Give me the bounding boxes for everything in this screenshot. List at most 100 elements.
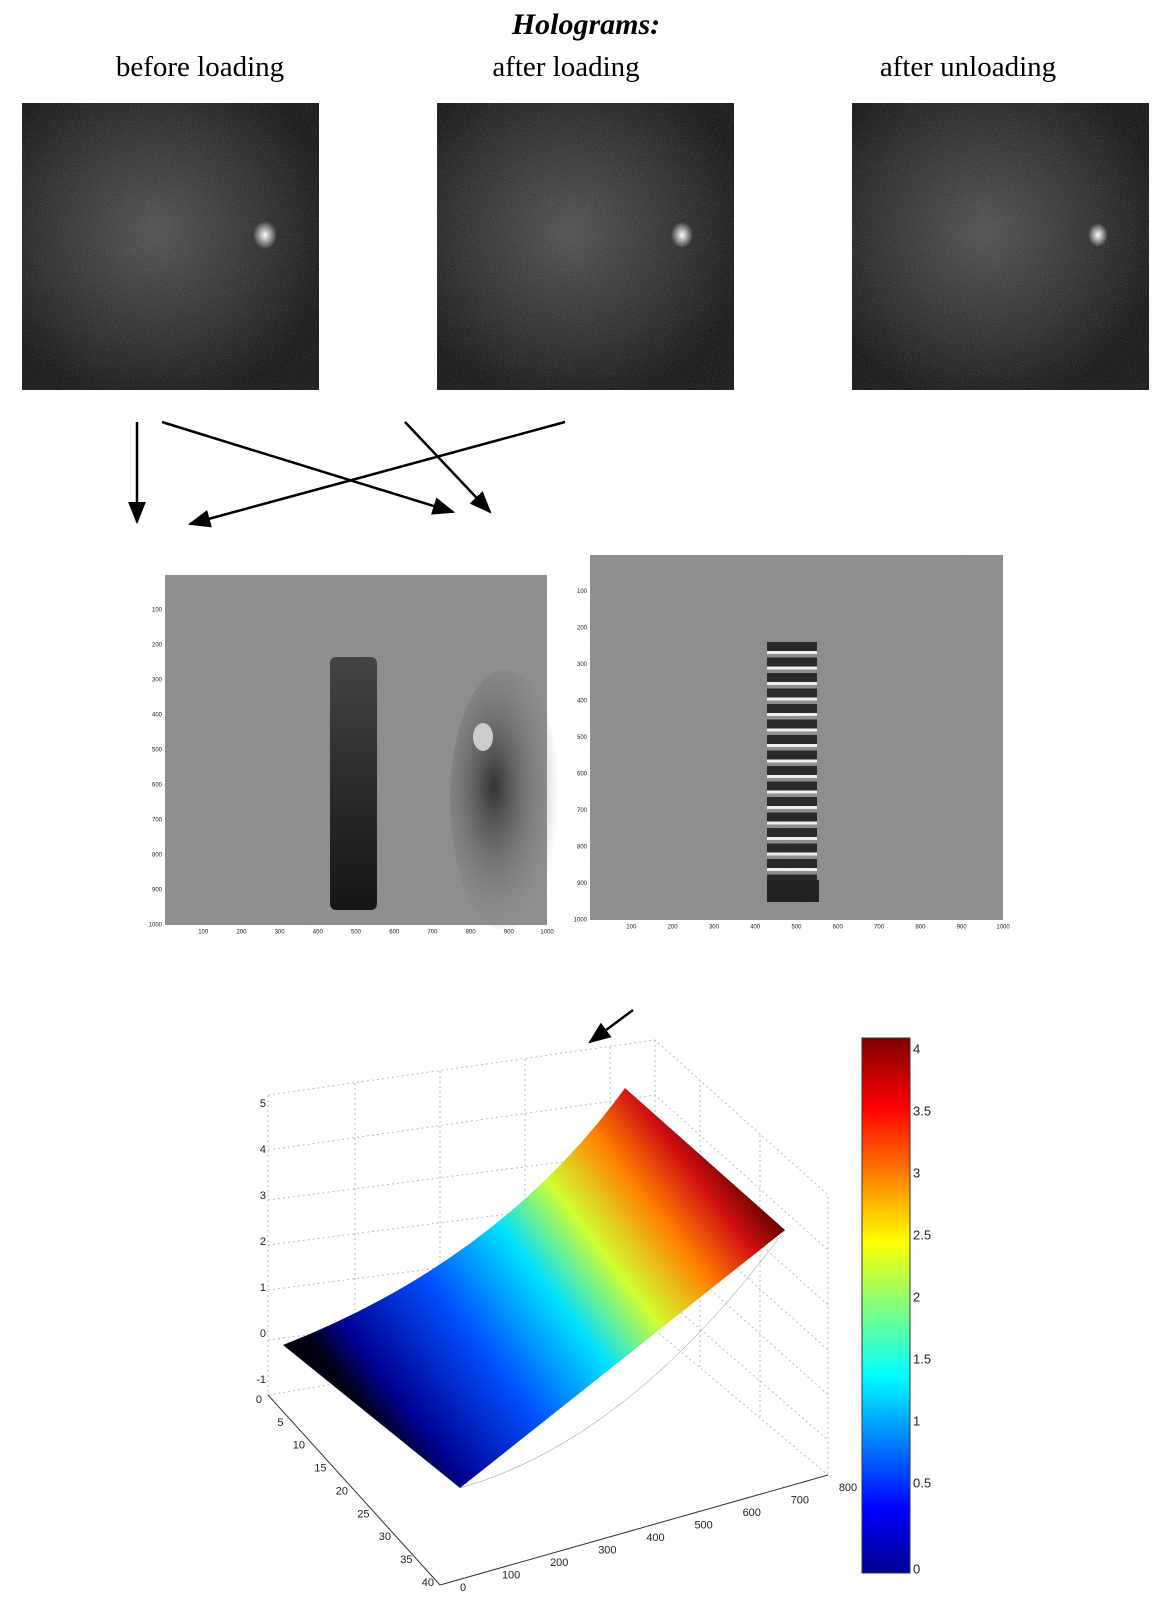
fringe xyxy=(767,713,817,716)
y-tick-label: 800 xyxy=(577,845,588,851)
colorbar-tick-label: 0.5 xyxy=(913,1475,931,1490)
fringe xyxy=(767,698,817,701)
x-tick-label: 900 xyxy=(957,925,968,931)
x-tick-label: 500 xyxy=(791,925,802,931)
x-tick-label: 200 xyxy=(668,925,679,931)
colorbar-tick-label: 3 xyxy=(913,1165,920,1180)
fringe xyxy=(767,822,817,825)
x-tick-label: 500 xyxy=(351,930,362,936)
hologram-label: after unloading xyxy=(880,51,1056,83)
fringe xyxy=(767,880,819,902)
fringe xyxy=(767,868,817,871)
y-tick-label: 15 xyxy=(314,1463,326,1475)
x-tick-label: 400 xyxy=(750,925,761,931)
y-tick-label: 5 xyxy=(277,1417,283,1429)
y-tick-label: 10 xyxy=(293,1440,305,1452)
colorbar-tick-label: 2 xyxy=(913,1289,920,1304)
fringe xyxy=(767,853,817,856)
fringe xyxy=(767,658,817,667)
y-tick-label: 40 xyxy=(422,1577,434,1589)
x-tick-label: 300 xyxy=(275,930,286,936)
x-tick-label: 500 xyxy=(694,1519,712,1531)
fringe xyxy=(767,837,817,840)
y-tick-label: 200 xyxy=(152,643,163,649)
fringe xyxy=(767,744,817,747)
y-tick-label: 600 xyxy=(152,783,163,789)
y-tick-label: 100 xyxy=(152,608,163,614)
y-tick-label: 900 xyxy=(152,888,163,894)
fringe xyxy=(767,791,817,794)
phase-map-2 xyxy=(590,555,1003,920)
colorbar-tick-label: 2.5 xyxy=(913,1227,931,1242)
x-tick-label: 800 xyxy=(466,930,477,936)
x-tick-label: 700 xyxy=(791,1494,809,1506)
title: Holograms: xyxy=(511,8,660,41)
y-tick-label: 20 xyxy=(336,1485,348,1497)
z-tick-label: 1 xyxy=(260,1282,266,1294)
y-tick-label: 300 xyxy=(577,662,588,668)
x-tick-label: 300 xyxy=(709,925,720,931)
z-tick-label: -1 xyxy=(256,1374,266,1386)
x-tick-label: 400 xyxy=(313,930,324,936)
y-tick-label: 800 xyxy=(152,853,163,859)
fringe xyxy=(767,751,817,760)
fringe xyxy=(767,828,817,837)
x-tick-label: 100 xyxy=(198,930,209,936)
x-tick-label: 1000 xyxy=(996,925,1010,931)
fringe xyxy=(767,859,817,868)
y-tick-label: 500 xyxy=(152,748,163,754)
x-tick-label: 100 xyxy=(626,925,637,931)
z-tick-label: 0 xyxy=(260,1328,266,1340)
y-tick-label: 0 xyxy=(256,1394,262,1406)
y-tick-label: 400 xyxy=(577,699,588,705)
fringe xyxy=(767,806,817,809)
x-tick-label: 100 xyxy=(502,1569,520,1581)
x-tick-label: 600 xyxy=(833,925,844,931)
y-tick-label: 200 xyxy=(577,626,588,632)
phase-map-1 xyxy=(165,575,560,930)
fringe xyxy=(767,704,817,713)
fringe xyxy=(767,775,817,778)
fringe xyxy=(767,782,817,791)
fringe xyxy=(767,813,817,822)
colorbar-tick-label: 1.5 xyxy=(913,1351,931,1366)
colorbar-tick-label: 1 xyxy=(913,1413,920,1428)
y-tick-label: 30 xyxy=(379,1531,391,1543)
hologram-label: before loading xyxy=(116,51,284,83)
x-tick-label: 200 xyxy=(550,1557,568,1569)
fringe xyxy=(767,673,817,682)
fringe xyxy=(767,720,817,729)
x-tick-label: 900 xyxy=(504,930,515,936)
fringe xyxy=(767,797,817,806)
x-tick-label: 1000 xyxy=(540,930,554,936)
x-tick-label: 600 xyxy=(389,930,400,936)
y-tick-label: 100 xyxy=(577,589,588,595)
x-tick-label: 800 xyxy=(915,925,926,931)
x-tick-label: 600 xyxy=(743,1507,761,1519)
fringe xyxy=(767,689,817,698)
x-tick-label: 0 xyxy=(460,1582,466,1594)
fringe xyxy=(767,642,817,651)
x-tick-label: 200 xyxy=(236,930,247,936)
y-tick-label: 1000 xyxy=(574,918,588,924)
y-tick-label: 400 xyxy=(152,713,163,719)
x-tick-label: 700 xyxy=(427,930,438,936)
fringe xyxy=(767,667,817,670)
fringe xyxy=(767,735,817,744)
hologram-label: after loading xyxy=(492,51,639,83)
colorbar-tick-label: 4 xyxy=(913,1041,920,1056)
fringe xyxy=(767,651,817,654)
y-tick-label: 700 xyxy=(152,818,163,824)
x-tick-label: 700 xyxy=(874,925,885,931)
y-tick-label: 300 xyxy=(152,678,163,684)
fringe xyxy=(767,766,817,775)
surface-plot xyxy=(268,1038,910,1585)
z-tick-label: 3 xyxy=(260,1190,266,1202)
z-tick-label: 5 xyxy=(260,1098,266,1110)
y-tick-label: 900 xyxy=(577,881,588,887)
x-tick-label: 300 xyxy=(598,1544,616,1556)
z-tick-label: 2 xyxy=(260,1236,266,1248)
y-tick-label: 500 xyxy=(577,735,588,741)
hologram-images xyxy=(22,103,1149,390)
x-tick-label: 800 xyxy=(839,1482,857,1494)
